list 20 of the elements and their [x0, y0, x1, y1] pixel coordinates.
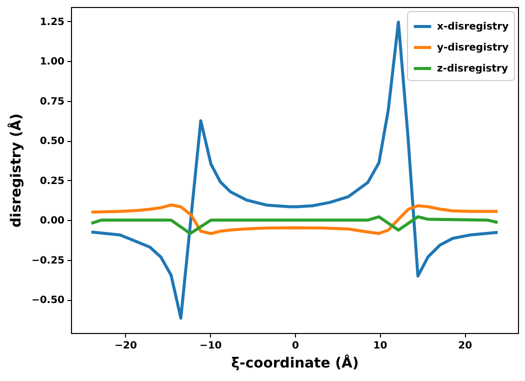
x-tick-label: −20 [114, 340, 137, 352]
line-series [90, 203, 500, 236]
legend-label: y-disregistry [437, 42, 510, 54]
y-axis-title: disregistry (Å) [7, 114, 24, 228]
x-tick-label: −10 [199, 340, 222, 352]
y-tick-label: 0.00 [40, 216, 65, 227]
y-tick-label: 0.25 [40, 176, 65, 187]
x-tick-label: 0 [292, 340, 299, 352]
y-tick-label: 1.00 [40, 56, 65, 68]
y-tick-label: 0.50 [40, 136, 65, 148]
legend-label: z-disregistry [437, 64, 508, 74]
x-tick-label: 10 [373, 340, 388, 352]
legend-label: x-disregistry [437, 22, 510, 32]
y-tick-label: 0.75 [40, 96, 65, 108]
y-tick-label: −0.50 [31, 295, 65, 306]
x-tick-label: 20 [458, 340, 472, 352]
y-tick-label: 1.25 [40, 16, 65, 28]
line-series [90, 215, 500, 235]
y-tick-label: −0.25 [31, 255, 65, 266]
x-axis-title: ξ-coordinate (Å) [231, 354, 359, 372]
